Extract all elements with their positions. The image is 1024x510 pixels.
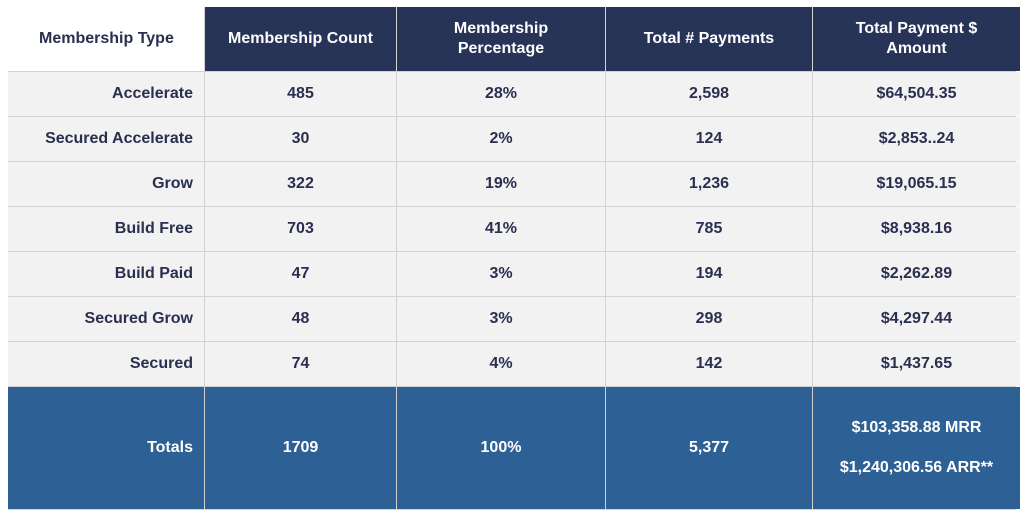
- row-percentage: 3%: [397, 252, 605, 296]
- header-membership-count: Membership Count: [205, 7, 396, 71]
- row-payments: 785: [606, 207, 812, 251]
- row-amount: $2,262.89: [813, 252, 1020, 296]
- row-type: Grow: [8, 162, 204, 206]
- row-type: Secured Grow: [8, 297, 204, 341]
- row-type: Build Paid: [8, 252, 204, 296]
- row-percentage: 28%: [397, 72, 605, 116]
- row-count: 47: [205, 252, 396, 296]
- totals-arr: $1,240,306.56 ARR**: [839, 459, 994, 476]
- totals-percentage: 100%: [397, 387, 605, 509]
- row-percentage: 19%: [397, 162, 605, 206]
- totals-count: 1709: [205, 387, 396, 509]
- totals-amount: $103,358.88 MRR $1,240,306.56 ARR**: [813, 387, 1020, 509]
- totals-mrr: $103,358.88 MRR: [851, 419, 982, 436]
- row-payments: 298: [606, 297, 812, 341]
- totals-label: Totals: [8, 387, 204, 509]
- row-type: Build Free: [8, 207, 204, 251]
- row-percentage: 3%: [397, 297, 605, 341]
- row-amount: $19,065.15: [813, 162, 1020, 206]
- row-count: 30: [205, 117, 396, 161]
- row-count: 48: [205, 297, 396, 341]
- row-type: Accelerate: [8, 72, 204, 116]
- row-amount: $8,938.16: [813, 207, 1020, 251]
- row-payments: 142: [606, 342, 812, 386]
- header-total-payments: Total # Payments: [606, 7, 812, 71]
- row-payments: 1,236: [606, 162, 812, 206]
- row-count: 74: [205, 342, 396, 386]
- membership-table: Membership Type Membership Count Members…: [8, 7, 1020, 510]
- row-type: Secured Accelerate: [8, 117, 204, 161]
- row-amount: $64,504.35: [813, 72, 1020, 116]
- row-payments: 124: [606, 117, 812, 161]
- row-amount: $1,437.65: [813, 342, 1020, 386]
- row-payments: 2,598: [606, 72, 812, 116]
- row-count: 703: [205, 207, 396, 251]
- row-percentage: 4%: [397, 342, 605, 386]
- row-count: 485: [205, 72, 396, 116]
- totals-payments: 5,377: [606, 387, 812, 509]
- row-amount: $2,853..24: [813, 117, 1020, 161]
- row-count: 322: [205, 162, 396, 206]
- row-payments: 194: [606, 252, 812, 296]
- header-membership-percentage: Membership Percentage: [397, 7, 605, 71]
- header-total-payment-amount: Total Payment $ Amount: [813, 7, 1020, 71]
- row-percentage: 2%: [397, 117, 605, 161]
- row-percentage: 41%: [397, 207, 605, 251]
- row-amount: $4,297.44: [813, 297, 1020, 341]
- row-type: Secured: [8, 342, 204, 386]
- header-membership-type: Membership Type: [8, 7, 204, 71]
